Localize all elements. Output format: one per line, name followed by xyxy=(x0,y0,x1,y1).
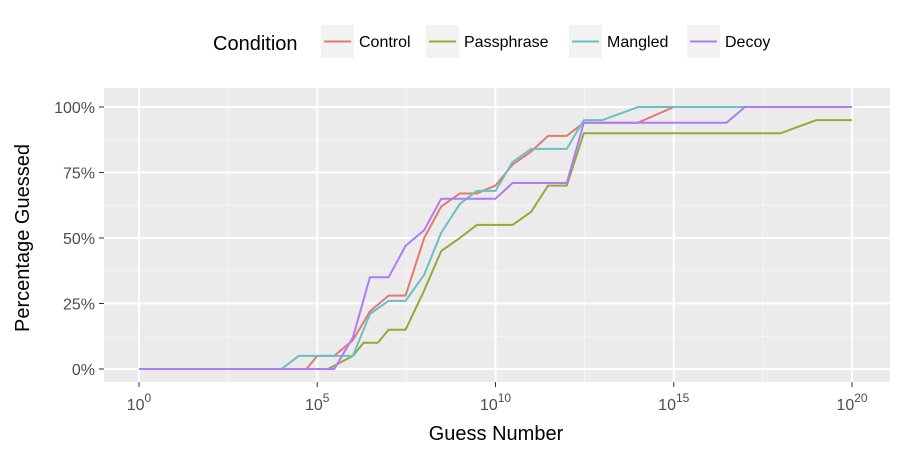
plot-panel xyxy=(104,88,890,382)
y-tick-label: 75% xyxy=(63,166,95,183)
legend: Condition Control Passphrase Mangled Decoy xyxy=(213,25,770,58)
legend-items: Control Passphrase Mangled Decoy xyxy=(321,25,770,58)
x-tick-label: 105 xyxy=(305,391,330,414)
series-lines xyxy=(139,106,852,370)
legend-label: Decoy xyxy=(725,34,770,51)
x-tick-label: 1010 xyxy=(480,391,511,414)
x-tick-label: 1015 xyxy=(658,391,689,414)
y-axis-title: Percentage Guessed xyxy=(12,144,34,332)
legend-item-decoy: Decoy xyxy=(687,25,770,58)
x-axis-title: Guess Number xyxy=(429,423,564,445)
series-line-passphrase xyxy=(139,119,852,370)
x-axis: 100 105 1010 1015 1020 xyxy=(127,382,868,414)
legend-item-control: Control xyxy=(321,25,411,58)
series-line-decoy xyxy=(139,106,852,370)
y-axis: 0% 25% 50% 75% 100% xyxy=(54,100,104,379)
legend-label: Passphrase xyxy=(464,34,549,51)
y-tick-label: 0% xyxy=(72,362,95,379)
x-tick-label: 1020 xyxy=(836,391,867,414)
y-tick-label: 25% xyxy=(63,297,95,314)
legend-label: Control xyxy=(359,34,411,51)
legend-label: Mangled xyxy=(607,34,668,51)
legend-title: Condition xyxy=(213,33,298,55)
legend-item-passphrase: Passphrase xyxy=(426,25,549,58)
x-tick-label: 100 xyxy=(127,391,152,414)
series-line-mangled xyxy=(139,106,852,370)
legend-item-mangled: Mangled xyxy=(569,25,668,58)
y-tick-label: 50% xyxy=(63,231,95,248)
y-tick-label: 100% xyxy=(54,100,95,117)
